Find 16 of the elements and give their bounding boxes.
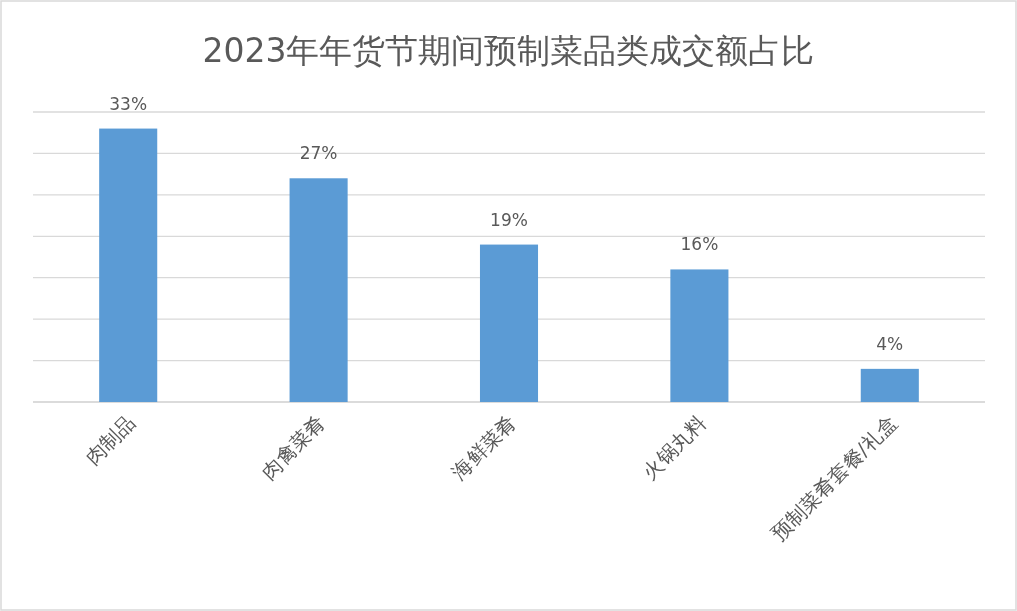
bar	[99, 128, 158, 402]
bar	[479, 244, 539, 402]
x-tick-label: 肉禽菜肴	[256, 410, 331, 485]
data-label: 19%	[490, 209, 528, 230]
data-label: 33%	[109, 93, 148, 114]
x-tick-label: 预制菜肴套餐/礼盒	[766, 410, 902, 546]
data-label: 4%	[876, 333, 904, 354]
bar	[289, 178, 348, 402]
x-tick-label: 火锅丸料	[637, 410, 711, 485]
bar	[670, 269, 729, 402]
data-label: 16%	[680, 234, 719, 255]
chart-title: 2023年年货节期间预制菜品类成交额占比	[202, 31, 815, 70]
x-tick-label: 肉制品	[80, 410, 140, 470]
data-label: 27%	[299, 143, 338, 164]
x-tick-label: 海鲜菜肴	[447, 410, 521, 485]
bar	[860, 368, 919, 402]
